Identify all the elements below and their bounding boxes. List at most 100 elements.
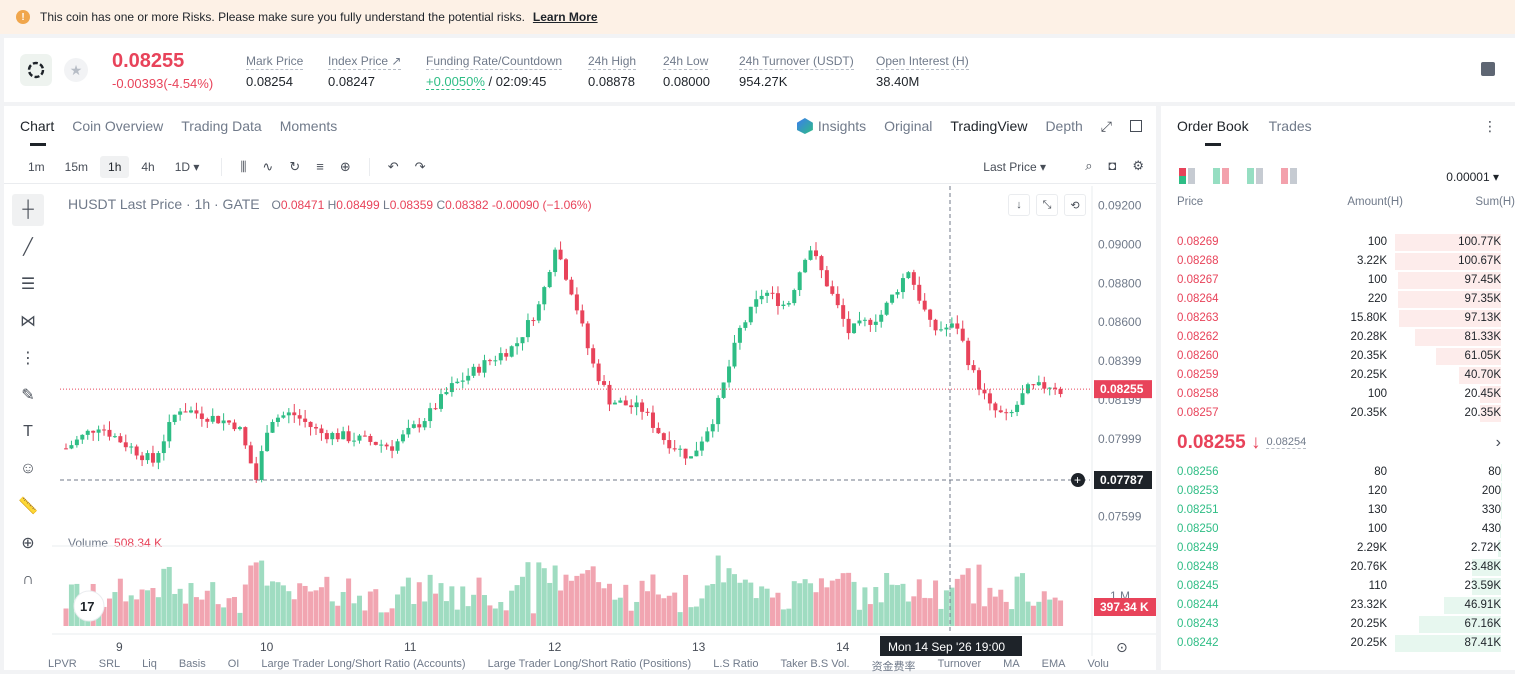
volume-bar <box>498 602 503 626</box>
volume-bar <box>716 556 721 626</box>
indicator-ma[interactable]: MA <box>1003 658 1020 674</box>
redo-icon[interactable]: ↷ <box>415 159 426 175</box>
candle-body <box>178 411 182 414</box>
indicator-ls-positions[interactable]: Large Trader Long/Short Ratio (Positions… <box>488 658 692 674</box>
candlestick-chart[interactable]: 0.092000.090000.088000.086000.083990.081… <box>4 186 1156 656</box>
indicator-taker-vol[interactable]: Taker B.S Vol. <box>780 658 849 674</box>
indicator-lpvr[interactable]: LPVR <box>48 658 77 674</box>
indicators-icon[interactable]: ∿ <box>262 159 273 175</box>
tab-chart[interactable]: Chart <box>20 118 54 134</box>
candle-body <box>635 402 639 407</box>
candle-type-icon[interactable]: ⫼ <box>240 159 246 175</box>
indicator-liq[interactable]: Liq <box>142 658 157 674</box>
more-options-icon[interactable]: ⋮ <box>1483 118 1497 135</box>
tab-original[interactable]: Original <box>884 118 932 134</box>
tab-order-book[interactable]: Order Book <box>1177 118 1249 134</box>
undo-icon[interactable]: ↶ <box>388 159 399 175</box>
tab-depth[interactable]: Depth <box>1045 118 1082 134</box>
fullscreen-icon[interactable] <box>1130 120 1142 132</box>
candle-body <box>819 256 823 270</box>
search-icon[interactable]: ⌕ <box>1085 158 1092 174</box>
indicator-ls-accounts[interactable]: Large Trader Long/Short Ratio (Accounts) <box>261 658 465 674</box>
indicator-ls-ratio[interactable]: L.S Ratio <box>713 658 758 674</box>
indicator-ema[interactable]: EMA <box>1042 658 1066 674</box>
interval-1d-dropdown[interactable]: 1D ▾ <box>167 156 208 178</box>
tab-coin-overview[interactable]: Coin Overview <box>72 118 163 134</box>
mode-both-icon[interactable] <box>1179 168 1195 184</box>
candle-body <box>879 315 883 322</box>
stat-open-interest[interactable]: Open Interest (H)38.40M <box>876 52 969 89</box>
order-price: 0.08249 <box>1177 542 1219 554</box>
candle-body <box>591 348 595 363</box>
interval-1m[interactable]: 1m <box>20 156 53 178</box>
expand-icon[interactable]: ⤢ <box>1101 118 1112 135</box>
volume-bar <box>993 597 998 626</box>
templates-icon[interactable]: ≡ <box>316 159 324 174</box>
mode-green-icon[interactable] <box>1247 168 1263 184</box>
replay-icon[interactable]: ↻ <box>289 159 300 175</box>
indicator-basis[interactable]: Basis <box>179 658 206 674</box>
add-alert-icon[interactable]: ⊕ <box>340 159 351 175</box>
candle-body <box>972 365 976 370</box>
candle-body <box>912 272 916 285</box>
indicator-funding[interactable]: 资金费率 <box>872 658 916 674</box>
candle-body <box>86 431 90 435</box>
favorite-star-icon[interactable]: ★ <box>64 58 88 82</box>
mid-price-row[interactable]: 0.08255 ↓0.08254 › <box>1177 432 1507 456</box>
tab-trades[interactable]: Trades <box>1269 118 1312 134</box>
indicator-turnover[interactable]: Turnover <box>938 658 982 674</box>
interval-4h[interactable]: 4h <box>133 156 162 178</box>
learn-more-link[interactable]: Learn More <box>533 10 598 24</box>
precision-select[interactable]: 0.00001 ▾ <box>1446 170 1499 184</box>
volume-bar <box>509 591 514 626</box>
candle-body <box>455 382 459 383</box>
indicator-oi[interactable]: OI <box>228 658 240 674</box>
gear-icon[interactable]: ⚙ <box>1132 158 1144 174</box>
volume-bar <box>928 598 933 626</box>
tab-moments[interactable]: Moments <box>280 118 338 134</box>
tab-insights[interactable]: Insights <box>797 118 866 134</box>
volume-bar <box>607 584 612 626</box>
indicator-srl[interactable]: SRL <box>99 658 120 674</box>
tab-tradingview[interactable]: TradingView <box>950 118 1027 134</box>
candle-body <box>325 433 329 439</box>
interval-1h[interactable]: 1h <box>100 156 129 178</box>
stat-index-price[interactable]: Index Price ↗0.08247 <box>328 52 401 89</box>
volume-bar <box>939 609 944 626</box>
volume-bar <box>178 589 183 626</box>
order-amount: 20.25K <box>1351 637 1387 649</box>
guide-book-icon[interactable] <box>1481 62 1495 76</box>
mode-bids-icon[interactable] <box>1213 168 1229 184</box>
order-sum: 87.41K <box>1465 637 1501 649</box>
volume-bar <box>525 562 530 626</box>
camera-icon[interactable]: ◘ <box>1108 158 1116 174</box>
price-type-select[interactable]: Last Price ▾ <box>983 160 1046 174</box>
interval-15m[interactable]: 15m <box>57 156 96 178</box>
mode-asks-icon[interactable] <box>1281 168 1297 184</box>
stat-funding-rate[interactable]: Funding Rate/Countdown +0.0050% / 02:09:… <box>426 52 562 89</box>
tab-trading-data[interactable]: Trading Data <box>181 118 261 134</box>
chevron-right-icon[interactable]: › <box>1496 434 1501 452</box>
indicator-volume[interactable]: Volu <box>1088 658 1109 674</box>
